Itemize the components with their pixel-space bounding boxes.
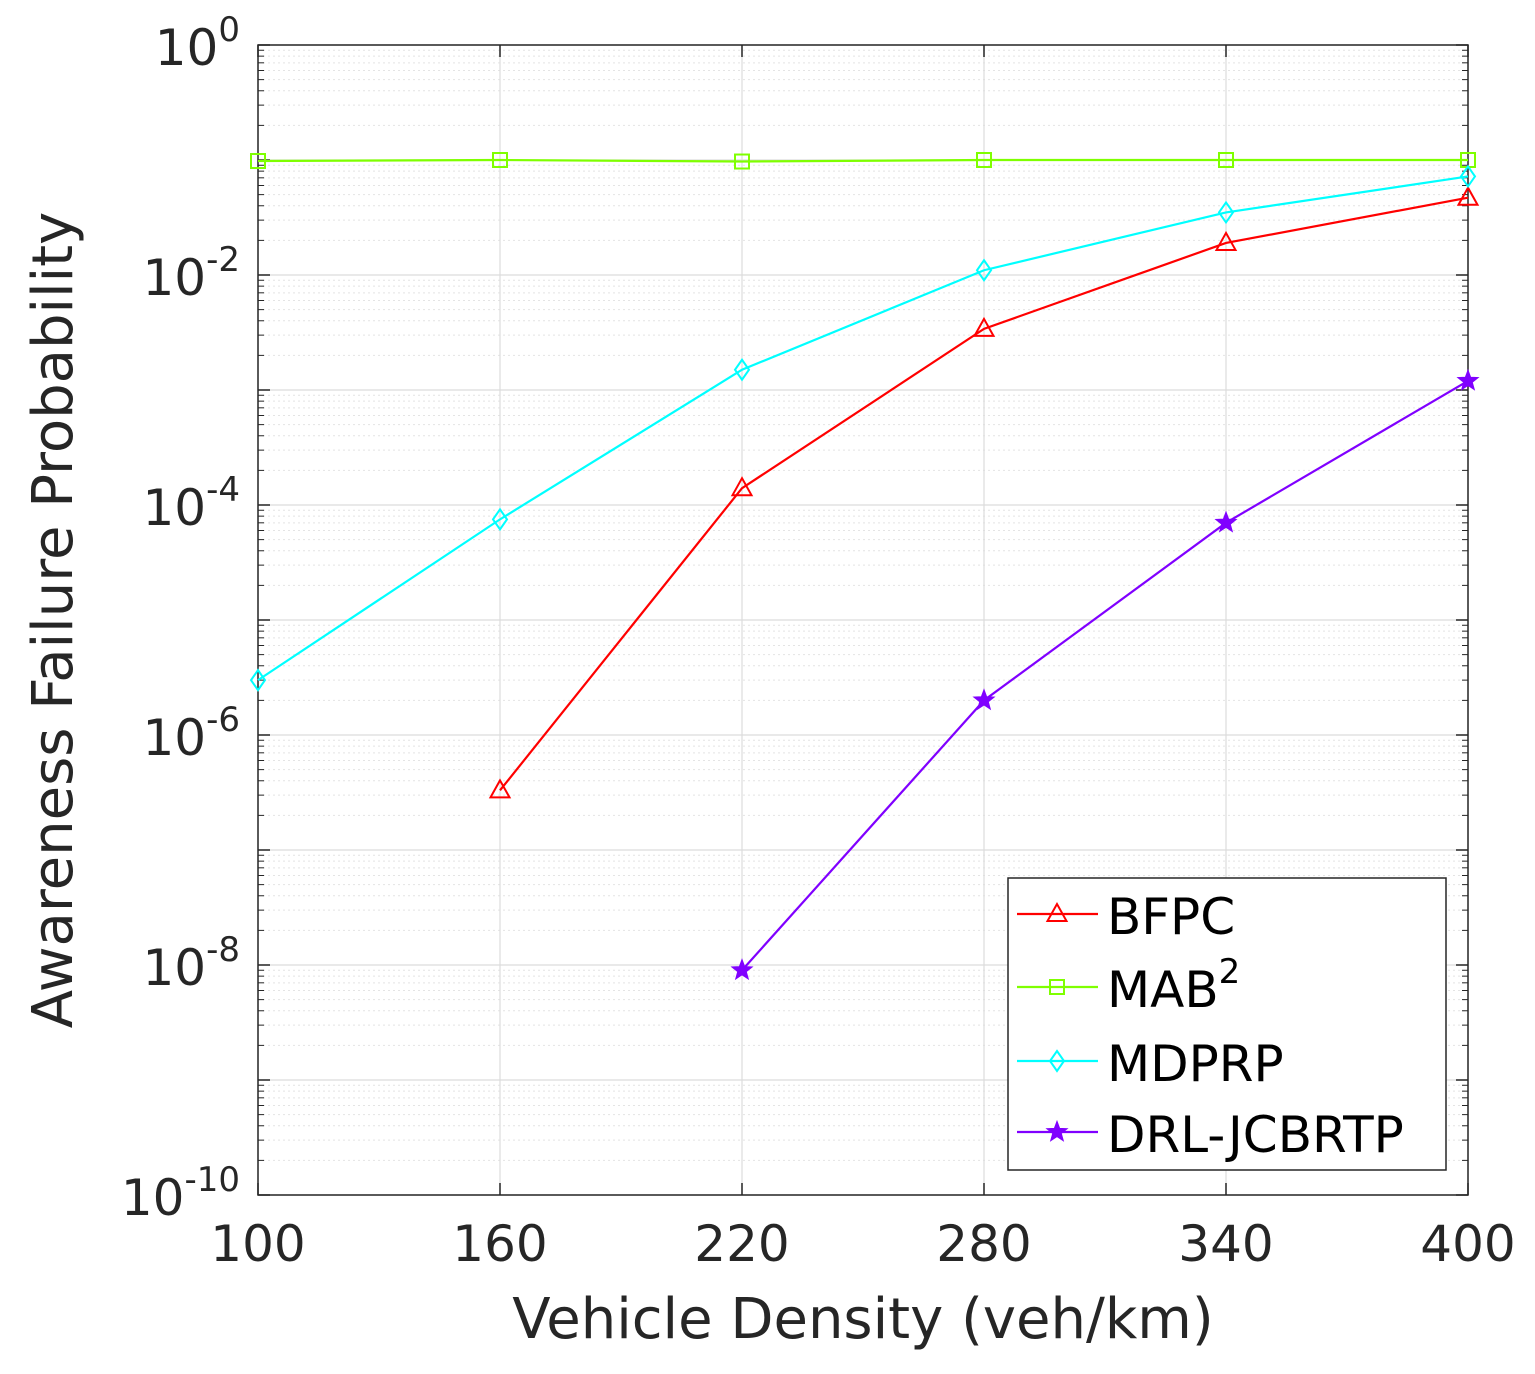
data-point-marker: [1456, 185, 1480, 206]
x-tick-label: 280: [936, 1215, 1031, 1273]
data-point-marker: [972, 316, 996, 337]
series-mdprp: [249, 164, 1477, 692]
data-point-marker: [1214, 510, 1238, 533]
y-tick-label: 10-8: [142, 930, 240, 997]
x-tick-label: 340: [1178, 1215, 1273, 1273]
y-tick-label: 10-4: [142, 470, 240, 537]
x-tick-label: 220: [694, 1215, 789, 1273]
y-tick-labels: 10-10 10-8 10-6 10-4 10-2 100: [121, 10, 240, 1227]
legend-entries: BFPC MAB2 MDPRP DRL-JCBRTP: [1017, 888, 1404, 1164]
data-point-marker: [1456, 368, 1480, 391]
series-mab: [250, 152, 1476, 170]
data-point-marker: [730, 476, 754, 497]
legend-entry: DRL-JCBRTP: [1017, 1106, 1404, 1164]
legend: BFPC MAB2 MDPRP DRL-JCBRTP: [1007, 877, 1447, 1171]
legend-label: MDPRP: [1107, 1035, 1284, 1093]
legend-marker: [1045, 1119, 1069, 1142]
data-point-marker: [250, 153, 266, 170]
series-line: [257, 175, 1469, 682]
legend-marker: [1045, 901, 1069, 922]
y-tick-label: 100: [155, 10, 240, 77]
data-point-marker: [249, 668, 267, 692]
series-layer: [249, 152, 1480, 981]
y-tick-label: 10-6: [142, 700, 240, 767]
data-point-marker: [733, 358, 751, 382]
legend-label: MAB2: [1107, 952, 1240, 1019]
data-point-marker: [1459, 164, 1477, 189]
data-point-marker: [1218, 152, 1234, 168]
data-point-marker: [972, 688, 996, 711]
legend-label: DRL-JCBRTP: [1107, 1106, 1404, 1164]
tick-marks: [257, 44, 1469, 1196]
y-tick-label: 10-2: [142, 240, 240, 307]
series-line: [257, 158, 1468, 163]
legend-entry: MAB2: [1017, 952, 1240, 1019]
data-point-marker: [975, 258, 993, 282]
legend-marker: [1049, 979, 1065, 995]
data-point-marker: [488, 778, 512, 799]
x-tick-label: 100: [210, 1215, 305, 1273]
data-point-marker: [491, 507, 509, 532]
legend-box: [1007, 877, 1447, 1171]
legend-entry: BFPC: [1017, 888, 1235, 946]
series-bfpc: [488, 185, 1480, 799]
x-tick-labels: 100 160 220 280 340 400: [210, 1215, 1515, 1273]
series-line: [741, 379, 1469, 971]
minor-grid: [258, 49, 1468, 1161]
data-point-marker: [730, 958, 754, 981]
legend-label: BFPC: [1107, 888, 1235, 946]
data-point-marker: [492, 152, 508, 168]
legend-marker: [1048, 1049, 1066, 1073]
y-tick-label: 10-10: [121, 1160, 240, 1227]
data-point-marker: [1217, 200, 1235, 225]
series-line: [499, 196, 1469, 792]
x-axis-title: Vehicle Density (veh/km): [512, 1287, 1213, 1352]
data-point-marker: [976, 152, 992, 168]
data-point-marker: [734, 153, 750, 170]
legend-entry: MDPRP: [1017, 1035, 1284, 1093]
series-drl-jcbrtp: [730, 368, 1480, 981]
data-point-marker: [1214, 230, 1238, 251]
x-tick-label: 400: [1420, 1215, 1515, 1273]
y-axis-title: Awareness Failure Probability: [21, 212, 86, 1029]
x-tick-label: 160: [452, 1215, 547, 1273]
